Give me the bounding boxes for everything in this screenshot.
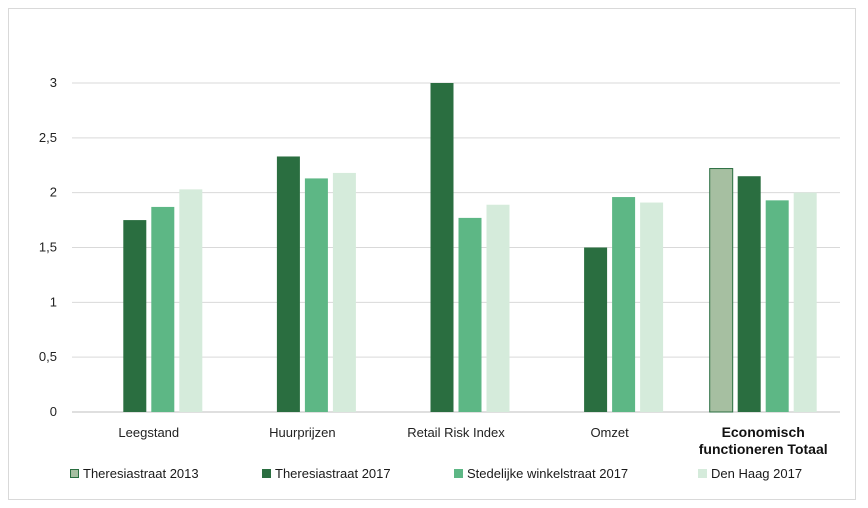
bar bbox=[765, 200, 789, 412]
x-tick-label: functioneren Totaal bbox=[699, 441, 828, 457]
x-tick-label: Leegstand bbox=[118, 425, 179, 440]
legend-item-theresiastraat-2017: Theresiastraat 2017 bbox=[262, 466, 391, 481]
legend-item-den-haag-2017: Den Haag 2017 bbox=[698, 466, 802, 481]
bar bbox=[123, 220, 147, 412]
x-tick-label: Retail Risk Index bbox=[407, 425, 505, 440]
bar bbox=[151, 206, 175, 412]
legend-swatch bbox=[698, 469, 707, 478]
x-tick-label: Economisch bbox=[722, 424, 805, 440]
y-tick-label: 2 bbox=[50, 185, 57, 200]
bar bbox=[737, 176, 761, 412]
y-tick-label: 0 bbox=[50, 404, 57, 419]
legend-swatch bbox=[262, 469, 271, 478]
y-tick-label: 1,5 bbox=[39, 240, 57, 255]
bar bbox=[612, 197, 636, 412]
legend-label: Theresiastraat 2017 bbox=[275, 466, 391, 481]
legend-swatch bbox=[454, 469, 463, 478]
bar bbox=[640, 202, 664, 412]
y-tick-label: 3 bbox=[50, 75, 57, 90]
bar bbox=[709, 168, 734, 413]
bar bbox=[486, 204, 510, 412]
y-tick-label: 0,5 bbox=[39, 349, 57, 364]
legend: Theresiastraat 2013 Theresiastraat 2017 … bbox=[0, 466, 868, 486]
bar bbox=[304, 178, 328, 412]
bar bbox=[179, 189, 203, 412]
bar bbox=[430, 83, 454, 412]
legend-label: Den Haag 2017 bbox=[711, 466, 803, 481]
y-tick-label: 1 bbox=[50, 294, 57, 309]
legend-item-theresiastraat-2013: Theresiastraat 2013 bbox=[70, 466, 199, 481]
x-tick-label: Omzet bbox=[590, 425, 629, 440]
bar bbox=[584, 247, 608, 412]
legend-swatch bbox=[70, 469, 79, 478]
bar bbox=[458, 217, 482, 412]
bar bbox=[276, 156, 300, 412]
legend-label: Theresiastraat 2013 bbox=[83, 466, 199, 481]
x-tick-label: Huurprijzen bbox=[269, 425, 335, 440]
legend-item-stedelijke-winkelstraat-2017: Stedelijke winkelstraat 2017 bbox=[454, 466, 628, 481]
y-tick-label: 2,5 bbox=[39, 130, 57, 145]
bar bbox=[332, 172, 356, 412]
legend-label: Stedelijke winkelstraat 2017 bbox=[467, 466, 629, 481]
bar bbox=[793, 192, 817, 412]
